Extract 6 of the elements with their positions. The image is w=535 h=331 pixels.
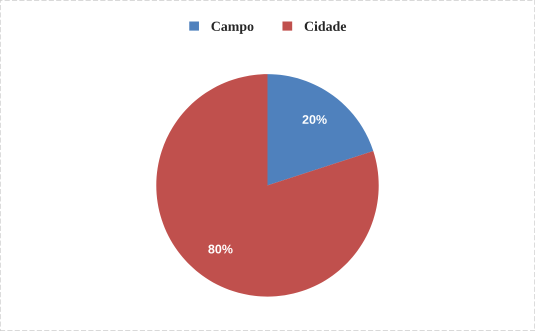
- data-label: 80%: [208, 244, 233, 254]
- data-label: 20%: [302, 115, 327, 124]
- legend-label: Cidade: [304, 21, 346, 32]
- pie-slice: [268, 74, 374, 186]
- pie-slice: [156, 74, 379, 297]
- legend-label: Campo: [211, 22, 254, 34]
